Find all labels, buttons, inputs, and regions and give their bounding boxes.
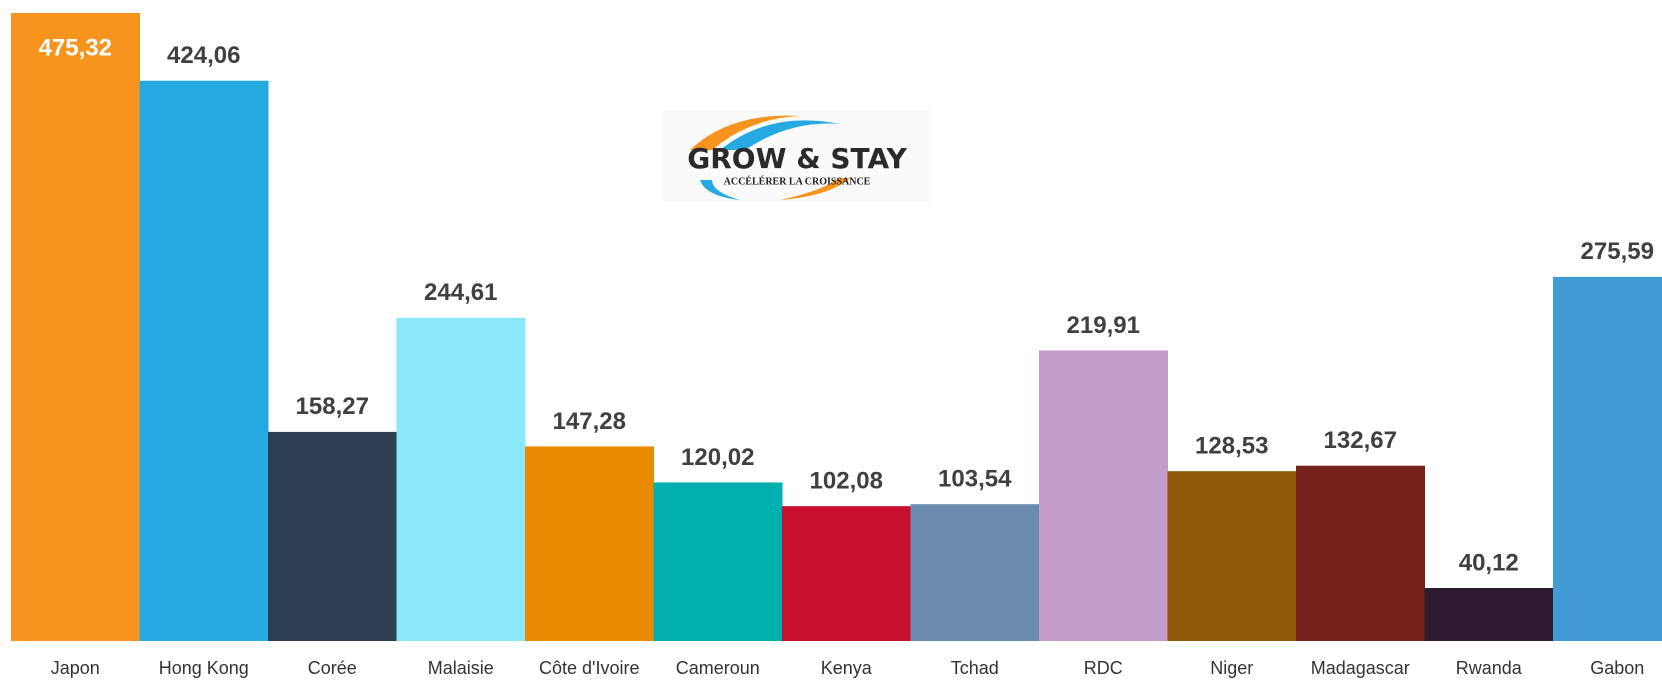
bar — [1296, 465, 1425, 641]
value-label: 102,08 — [810, 467, 883, 494]
bar — [11, 13, 140, 641]
value-label: 128,53 — [1195, 433, 1268, 460]
x-tick-label: Hong Kong — [159, 658, 249, 678]
value-label: 158,27 — [296, 393, 369, 420]
value-label: 424,06 — [167, 42, 240, 69]
value-label: 275,59 — [1581, 238, 1654, 265]
value-label: 120,02 — [681, 444, 754, 471]
bar — [1167, 471, 1297, 641]
value-label: 219,91 — [1067, 312, 1140, 339]
value-label: 132,67 — [1324, 427, 1397, 454]
logo: GROW & STAY ACCÉLÉRER LA CROISSANCE — [662, 110, 932, 202]
value-label: 147,28 — [553, 408, 626, 435]
x-tick-label: Niger — [1210, 658, 1253, 678]
x-tick-label: Côte d'Ivoire — [539, 658, 640, 678]
value-label: 475,32 — [39, 34, 112, 61]
logo-swoosh — [720, 120, 840, 150]
x-tick-label: Rwanda — [1456, 658, 1523, 678]
bar — [653, 482, 783, 641]
bar — [910, 504, 1040, 641]
bar — [782, 506, 911, 641]
logo-swoosh — [700, 180, 740, 200]
x-tick-label: Kenya — [821, 658, 873, 678]
bar — [396, 317, 526, 641]
x-tick-label: Japon — [51, 658, 100, 678]
bar — [139, 80, 269, 642]
bar — [1039, 350, 1168, 641]
x-tick-label: Gabon — [1590, 658, 1644, 678]
x-tick-label: RDC — [1084, 658, 1123, 678]
x-tick-label: Malaisie — [428, 658, 494, 678]
x-tick-label: Tchad — [951, 658, 999, 678]
x-tick-label: Corée — [308, 658, 357, 678]
x-tick-label: Cameroun — [676, 658, 760, 678]
value-label: 40,12 — [1459, 549, 1519, 576]
bar — [1424, 587, 1554, 641]
logo-swoosh — [780, 178, 850, 200]
bar — [1553, 276, 1662, 641]
logo-subtitle: ACCÉLÉRER LA CROISSANCE — [724, 175, 871, 187]
x-tick-label: Madagascar — [1311, 658, 1410, 678]
value-label: 244,61 — [424, 279, 497, 306]
bar — [268, 431, 397, 641]
logo-title: GROW & STAY — [687, 142, 907, 175]
value-label: 103,54 — [938, 466, 1012, 493]
logo-swoosh — [690, 115, 800, 150]
bar — [525, 446, 654, 641]
